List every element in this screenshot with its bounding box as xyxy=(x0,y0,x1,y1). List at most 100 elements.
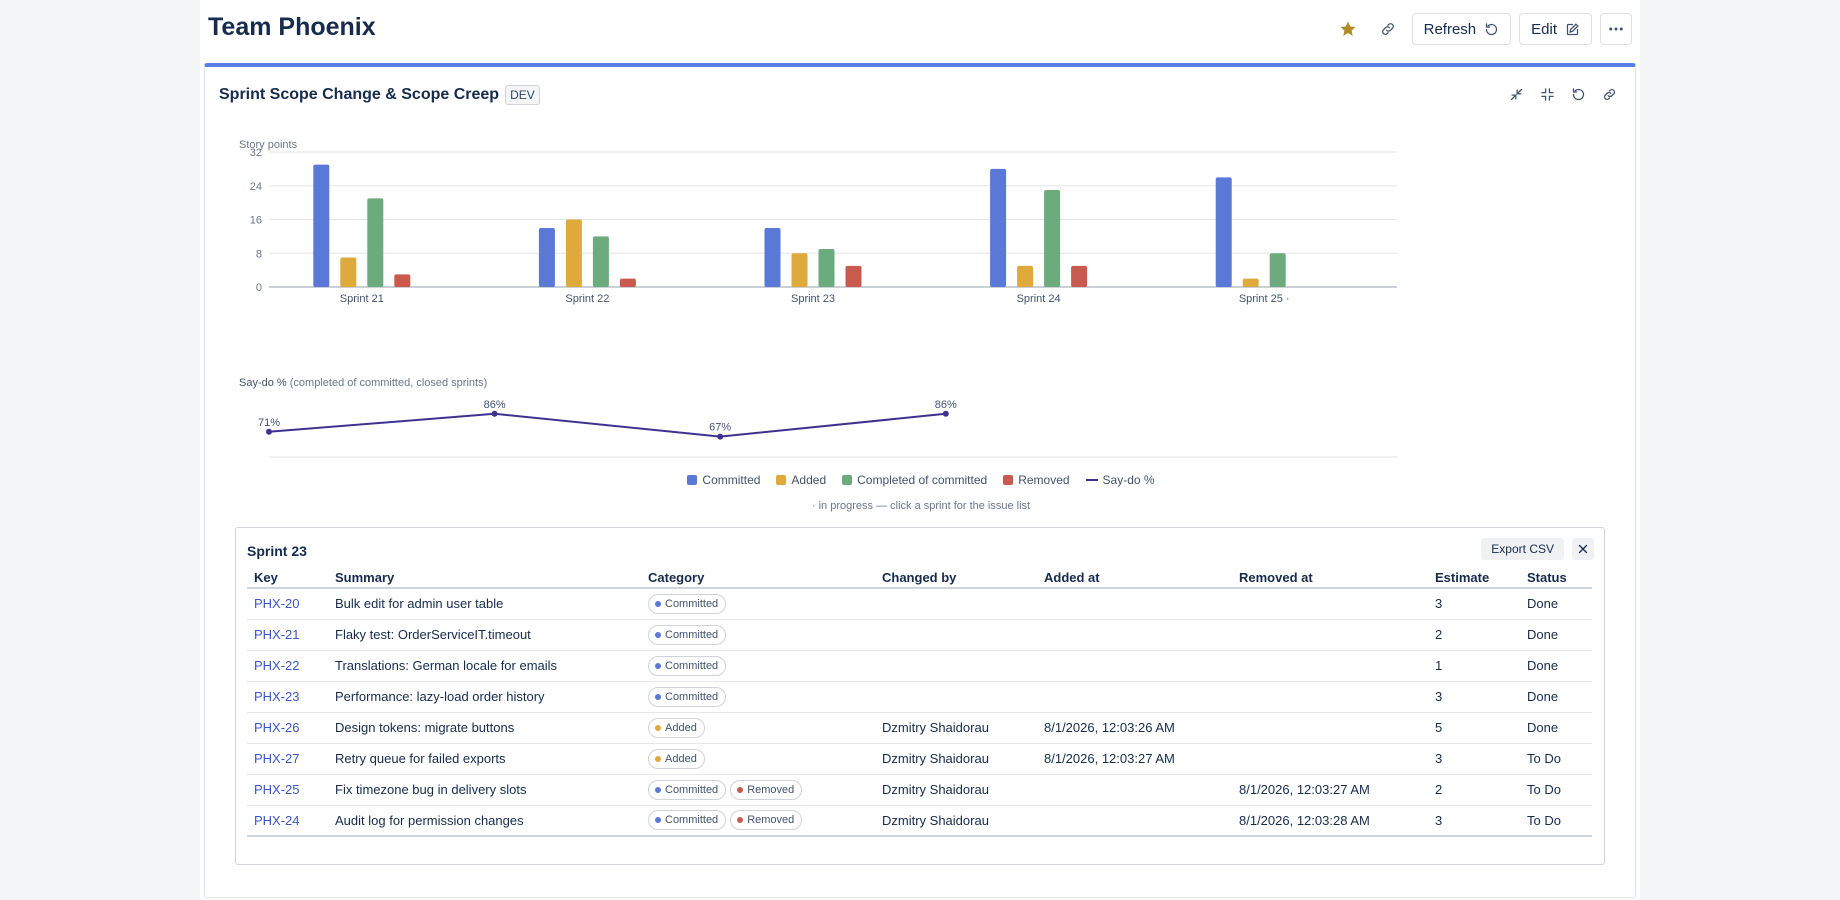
cell-category: Added xyxy=(641,743,875,775)
legend-committed[interactable]: Committed xyxy=(687,473,760,487)
category-dot xyxy=(655,662,661,669)
category-dot xyxy=(737,817,744,824)
y-axis-label: Story points xyxy=(239,139,298,151)
reload-button[interactable] xyxy=(1567,83,1590,106)
saydo-point[interactable] xyxy=(942,410,949,417)
saydo-point[interactable] xyxy=(266,428,272,435)
bar-completed-of-committed[interactable] xyxy=(592,236,609,287)
bar-committed[interactable] xyxy=(313,164,330,287)
x-tick-label[interactable]: Sprint 21 xyxy=(340,293,384,305)
legend-removed[interactable]: Removed xyxy=(1003,473,1070,487)
bar-added[interactable] xyxy=(1017,265,1034,287)
column-header-category[interactable]: Category xyxy=(641,568,875,589)
chart-legend: Committed Added Completed of committed R… xyxy=(205,473,1637,487)
table-row[interactable]: PHX-20 Bulk edit for admin user table Comm… xyxy=(247,588,1592,620)
table-row[interactable]: PHX-24 Audit log for permission changes Co… xyxy=(247,805,1592,837)
bar-added[interactable] xyxy=(791,253,808,287)
table-row[interactable]: PHX-26 Design tokens: migrate buttons Adde… xyxy=(247,712,1592,744)
bar-added[interactable] xyxy=(1242,278,1259,287)
legend-saydo-label: Say-do % xyxy=(1102,473,1155,487)
cell-changed-by xyxy=(875,681,1037,713)
column-header-status[interactable]: Status xyxy=(1520,568,1592,589)
issue-key-link[interactable]: PHX-26 xyxy=(254,720,300,735)
close-panel-button[interactable] xyxy=(1572,538,1594,560)
cell-key: PHX-25 xyxy=(247,774,328,806)
category-label: Committed xyxy=(665,659,719,672)
bar-removed[interactable] xyxy=(845,265,862,287)
y-tick-label: 0 xyxy=(256,282,262,294)
scope-change-card: Sprint Scope Change & Scope Creep DEV St… xyxy=(204,63,1636,898)
refresh-button[interactable]: Refresh xyxy=(1411,13,1512,45)
issue-key-link[interactable]: PHX-20 xyxy=(254,596,300,612)
x-tick-label[interactable]: Sprint 22 xyxy=(565,293,609,305)
cell-added-at: 8/1/2026, 12:03:27 AM xyxy=(1037,743,1232,775)
category-pill-removed: Removed xyxy=(730,810,803,831)
saydo-point[interactable] xyxy=(491,410,498,417)
column-header-changed-by[interactable]: Changed by xyxy=(875,568,1037,589)
cell-changed-by: Dzmitry Shaidorau xyxy=(875,743,1037,775)
bar-completed-of-committed[interactable] xyxy=(1269,253,1286,287)
bar-committed[interactable] xyxy=(764,227,781,287)
bar-completed-of-committed[interactable] xyxy=(367,198,384,287)
minimize-button[interactable] xyxy=(1505,83,1528,106)
x-tick-label[interactable]: Sprint 25 · xyxy=(1239,293,1290,305)
issue-key-link[interactable]: PHX-23 xyxy=(254,689,300,704)
column-header-summary[interactable]: Summary xyxy=(328,568,641,589)
column-header-key[interactable]: Key xyxy=(247,568,328,589)
issue-key-link[interactable]: PHX-24 xyxy=(254,812,300,828)
bar-committed[interactable] xyxy=(1215,177,1232,287)
star-button[interactable] xyxy=(1332,13,1364,45)
bar-completed-of-committed[interactable] xyxy=(1044,189,1061,287)
bar-committed[interactable] xyxy=(990,168,1007,287)
refresh-label: Refresh xyxy=(1423,20,1477,38)
bar-added[interactable] xyxy=(565,219,582,288)
category-dot xyxy=(655,631,661,638)
table-row[interactable]: PHX-27 Retry queue for failed exports Adde… xyxy=(247,743,1592,775)
edit-label: Edit xyxy=(1531,20,1557,38)
export-csv-button[interactable]: Export CSV xyxy=(1481,538,1564,560)
column-header-removed-at[interactable]: Removed at xyxy=(1232,568,1428,589)
env-badge: DEV xyxy=(505,85,540,105)
bar-completed-of-committed[interactable] xyxy=(818,249,835,287)
issue-key-link[interactable]: PHX-27 xyxy=(254,751,300,766)
saydo-point[interactable] xyxy=(717,433,724,440)
table-row[interactable]: PHX-25 Fix timezone bug in delivery slots… xyxy=(247,774,1592,806)
issue-key-link[interactable]: PHX-21 xyxy=(254,627,300,642)
x-tick-label[interactable]: Sprint 24 xyxy=(1017,293,1061,305)
bar-removed[interactable] xyxy=(619,278,636,287)
issue-key-link[interactable]: PHX-22 xyxy=(254,658,300,673)
y-tick-label: 8 xyxy=(256,248,262,260)
more-options-button[interactable] xyxy=(1600,13,1632,45)
card-link-button[interactable] xyxy=(1598,83,1621,106)
cell-added-at xyxy=(1037,650,1232,682)
minimize-icon xyxy=(1510,88,1523,101)
issue-key-link[interactable]: PHX-25 xyxy=(254,782,300,797)
column-header-added-at[interactable]: Added at xyxy=(1037,568,1232,589)
legend-completed[interactable]: Completed of committed xyxy=(842,473,987,487)
bar-removed[interactable] xyxy=(1071,265,1088,287)
cell-removed-at: 8/1/2026, 12:03:27 AM xyxy=(1232,774,1428,806)
legend-saydo[interactable]: Say-do % xyxy=(1085,473,1155,487)
cell-changed-by: Dzmitry Shaidorau xyxy=(875,774,1037,806)
table-row[interactable]: PHX-23 Performance: lazy-load order histo… xyxy=(247,681,1592,713)
bar-removed[interactable] xyxy=(394,274,411,287)
copy-link-button[interactable] xyxy=(1372,13,1404,45)
legend-added[interactable]: Added xyxy=(776,473,826,487)
column-header-estimate[interactable]: Estimate xyxy=(1428,568,1520,589)
cell-summary: Retry queue for failed exports xyxy=(328,743,641,775)
bar-added[interactable] xyxy=(340,257,357,287)
scope-chart[interactable]: Story points 0 8 16 24 32 Sprint 21 Sprint 22… xyxy=(205,67,1637,467)
bar-committed[interactable] xyxy=(538,227,555,287)
legend-committed-swatch xyxy=(687,475,698,485)
cell-summary: Audit log for permission changes xyxy=(328,805,641,837)
cell-status: Done xyxy=(1520,712,1592,744)
cell-category: Committed xyxy=(641,650,875,682)
edit-button[interactable]: Edit xyxy=(1519,13,1592,45)
x-tick-label[interactable]: Sprint 23 xyxy=(791,293,835,305)
collapse-button[interactable] xyxy=(1536,83,1559,106)
table-row[interactable]: PHX-21 Flaky test: OrderServiceIT.timeout… xyxy=(247,619,1592,651)
table-row[interactable]: PHX-22 Translations: German locale for em… xyxy=(247,650,1592,682)
cell-key: PHX-23 xyxy=(247,681,328,713)
category-label: Removed xyxy=(747,783,795,796)
dashboard-header: Team Phoenix Refresh Edit xyxy=(208,0,1632,58)
